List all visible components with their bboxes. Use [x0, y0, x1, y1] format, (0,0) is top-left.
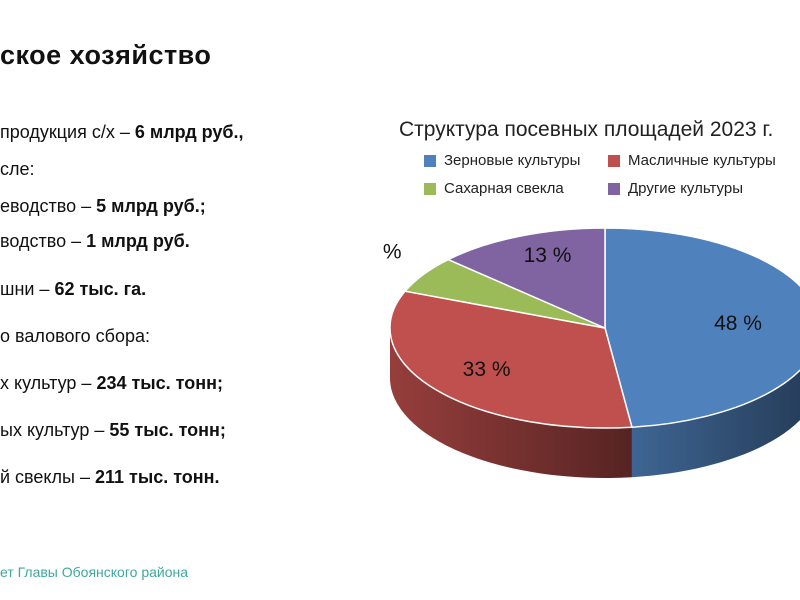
chart-legend: Зерновые культуры Масличные культуры Сах… — [424, 152, 800, 212]
pie-slice-other — [447, 227, 606, 329]
stat-value: 55 тыс. тонн; — [109, 420, 226, 440]
legend-item-sugar-beet: Сахарная свекла — [424, 180, 564, 197]
pie-label-grain: 48 % — [714, 312, 762, 335]
pie-side-oilseed — [390, 328, 632, 478]
stat-prefix: водство – — [0, 231, 87, 251]
chart-title: Структура посевных площадей 2023 г. — [399, 118, 774, 141]
pie-label-oilseed: 33 % — [463, 358, 511, 381]
stat-prefix: еводство – — [0, 196, 97, 216]
stat-prefix: х культур – — [0, 373, 97, 393]
legend-swatch-sugar-beet — [424, 182, 436, 195]
slide-title: ское хозяйство — [0, 40, 212, 70]
stat-value: 6 млрд руб., — [134, 122, 244, 142]
stat-prefix: о валового сбора: — [0, 326, 150, 346]
legend-label: Масличные культуры — [628, 152, 776, 169]
stat-line: водство – 1 млрд руб. — [0, 231, 190, 252]
legend-swatch-other — [608, 182, 620, 195]
stat-value: 1 млрд руб. — [86, 231, 190, 251]
pie-slice-grain — [604, 227, 800, 428]
legend-swatch-oilseed — [608, 154, 620, 167]
stat-line: й свеклы – 211 тыс. тонн. — [0, 467, 220, 488]
pie-chart-svg: 48 % 33 % 6 % 13 % — [380, 227, 800, 478]
stat-value: 211 тыс. тонн. — [94, 467, 220, 487]
pie-slice-oilseed — [389, 290, 633, 429]
legend-item-grain: Зерновые культуры — [424, 152, 580, 169]
stat-value: 62 тыс. га. — [54, 279, 147, 299]
stat-line: еводство – 5 млрд руб.; — [0, 196, 206, 217]
crop-structure-chart: 48 % 33 % 6 % 13 % Структура посевных площа… — [380, 110, 800, 530]
stat-value: 234 тыс. тонн; — [96, 373, 223, 393]
stat-line: о валового сбора: — [0, 326, 150, 347]
stat-prefix: шни – — [0, 279, 55, 299]
stat-prefix: й свеклы – — [0, 467, 95, 487]
stat-line: х культур – 234 тыс. тонн; — [0, 373, 223, 394]
stat-line: продукция с/х – 6 млрд руб., — [0, 122, 244, 143]
pie-label-sugar-beet: 6 % — [380, 240, 402, 263]
pie-label-other: 13 % — [524, 244, 572, 267]
legend-item-other: Другие культуры — [608, 180, 743, 197]
stat-prefix: сле: — [0, 159, 35, 179]
footer-text: ет Главы Обоянского района — [0, 564, 189, 580]
stat-line: шни – 62 тыс. га. — [0, 279, 146, 300]
legend-label: Сахарная свекла — [444, 180, 564, 197]
statistics-list: продукция с/х – 6 млрд руб., сле: еводст… — [0, 0, 300, 560]
stat-prefix: продукция с/х – — [0, 122, 135, 142]
stat-line: сле: — [0, 159, 35, 180]
stat-line: ых культур – 55 тыс. тонн; — [0, 420, 226, 441]
legend-label: Другие культуры — [628, 180, 743, 197]
legend-swatch-grain — [424, 154, 436, 167]
legend-item-oilseed: Масличные культуры — [608, 152, 776, 169]
pie-side-grain — [631, 370, 800, 478]
legend-label: Зерновые культуры — [444, 152, 581, 169]
stat-prefix: ых культур – — [0, 420, 110, 440]
stat-value: 5 млрд руб.; — [96, 196, 206, 216]
